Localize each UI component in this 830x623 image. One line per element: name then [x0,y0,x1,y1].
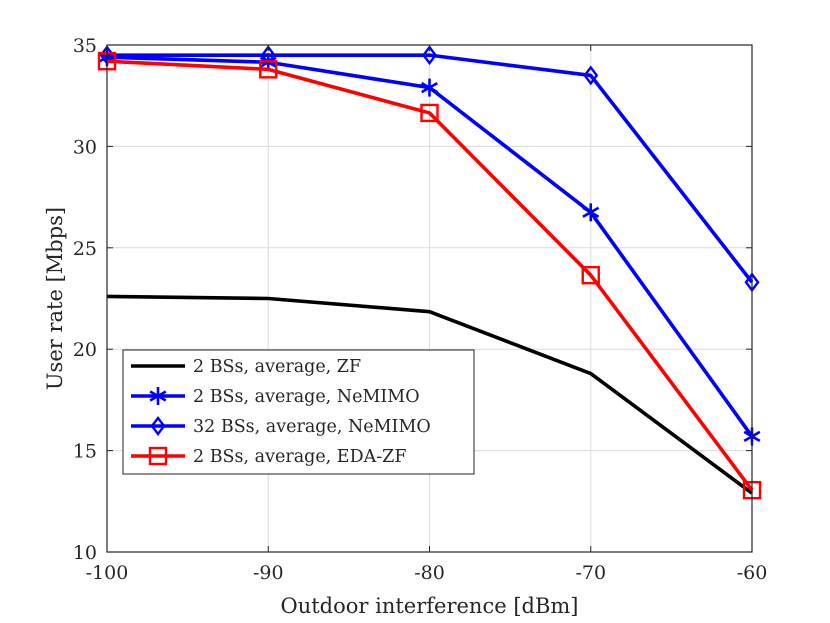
y-tick-label: 25 [73,238,97,260]
square-marker [581,265,600,285]
legend-item: 2 BSs, average, EDA-ZF [131,446,406,467]
diamond-marker [583,65,599,86]
x-axis-label: Outdoor interference [dBm] [281,594,579,618]
asterisk-marker [582,203,600,222]
legend-item: 2 BSs, average, NeMIMO [131,387,420,407]
diamond-marker-shape [150,416,166,436]
x-tick-label: -100 [86,562,129,584]
diamond-marker [150,416,166,436]
x-tick-label: -90 [253,562,284,584]
asterisk-marker-stroke [149,390,167,402]
square-marker [420,103,439,123]
y-tick-label: 30 [73,136,97,158]
diamond-marker-shape [422,45,437,66]
y-axis-label: User rate [Mbps] [43,207,67,390]
asterisk-marker-stroke [421,81,438,94]
legend: 2 BSs, average, ZF 2 BSs, average, NeMIMO… [122,349,475,475]
asterisk-marker-stroke [582,206,600,218]
legend-label: 2 BSs, average, EDA-ZF [193,447,406,467]
square-marker-shape [420,103,439,123]
tick-labels: -100 -90 -80 -70 -60 10 15 20 25 30 35 [73,35,767,584]
diamond-marker [260,45,276,66]
asterisk-marker [421,78,438,97]
series-1 [106,294,754,495]
series-lines [97,45,762,500]
series-line [106,294,754,495]
legend-label: 32 BSs, average, NeMIMO [193,417,431,437]
legend-label: 2 BSs, average, ZF [193,357,361,377]
legend-item: 2 BSs, average, ZF [131,357,361,377]
legend-box [122,349,475,475]
x-tick-label: -80 [414,562,445,584]
y-tick-label: 20 [73,339,97,361]
diamond-marker-shape [260,45,276,66]
series-line [106,59,754,492]
diamond-marker-shape [583,65,599,86]
asterisk-marker [149,387,167,405]
y-tick-label: 10 [73,542,97,564]
diamond-marker [422,45,437,66]
series-line [107,53,754,284]
square-marker [148,446,168,466]
square-marker-shape [581,265,600,285]
legend-item: 32 BSs, average, NeMIMO [131,416,431,437]
legend-label: 2 BSs, average, NeMIMO [193,387,420,407]
x-tick-label: -60 [737,562,768,584]
y-tick-label: 15 [73,441,97,463]
square-marker-shape [148,446,168,466]
x-tick-label: -70 [575,562,606,584]
square-marker-shape [259,60,278,79]
y-tick-label: 35 [73,35,97,57]
square-marker [259,60,278,79]
